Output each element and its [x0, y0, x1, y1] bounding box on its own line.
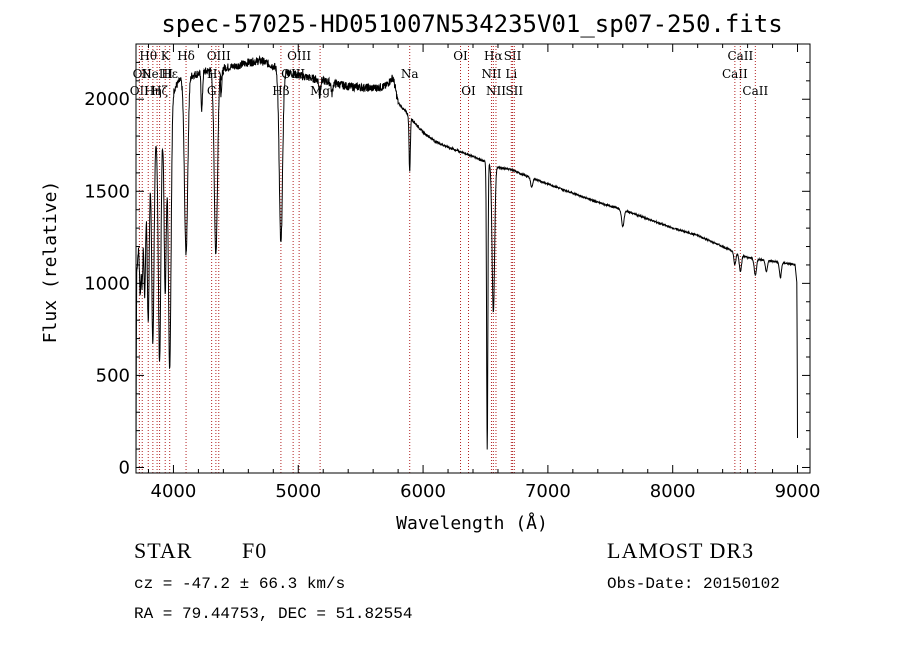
- marker-label: CaII: [727, 49, 753, 63]
- marker-label: G: [207, 84, 217, 98]
- x-tick-label: 9000: [775, 481, 821, 502]
- marker-label: OIII: [287, 49, 311, 63]
- marker-label: Li: [505, 67, 517, 81]
- marker-label: CaII: [722, 67, 748, 81]
- y-tick-label: 1500: [84, 181, 130, 202]
- marker-label: OI: [461, 84, 476, 98]
- marker-label: Hδ: [177, 49, 195, 63]
- plot-frame: [135, 43, 811, 474]
- marker-label: K: [161, 49, 171, 63]
- marker-label: OI: [453, 49, 468, 63]
- marker-label: Hβ: [272, 84, 289, 98]
- chart-title: spec-57025-HD051007N534235V01_sp07-250.f…: [161, 10, 782, 38]
- line-marker-layer: OIIOIIHθHηNeIIIHζKHεHδGHγOIIIHβOIIIOIIIM…: [130, 46, 768, 473]
- marker-label: Hζ: [151, 84, 168, 98]
- x-tick-label: 7000: [525, 481, 571, 502]
- marker-label: SII: [504, 49, 522, 63]
- marker-label: Hε: [161, 67, 178, 81]
- y-tick-label: 1000: [84, 273, 130, 294]
- marker-label: OIII: [207, 49, 231, 63]
- x-axis-label: Wavelength (Å): [396, 512, 548, 534]
- y-tick-label: 2000: [84, 89, 130, 110]
- y-tick-label: 500: [96, 365, 130, 386]
- marker-label: NII: [481, 67, 501, 81]
- y-tick-label: 0: [119, 457, 130, 478]
- marker-label: OII: [130, 84, 150, 98]
- marker-label: OII: [133, 67, 153, 81]
- spectral-subclass: F0: [242, 538, 268, 563]
- marker-label: NII: [486, 84, 506, 98]
- observation-date: Obs-Date: 20150102: [607, 575, 780, 593]
- marker-label: Na: [401, 67, 419, 81]
- x-tick-label: 8000: [650, 481, 696, 502]
- marker-label: Hα: [484, 49, 503, 63]
- radial-velocity: cz = -47.2 ± 66.3 km/s: [134, 575, 346, 593]
- marker-label: Hθ: [139, 49, 157, 63]
- object-class: STAR: [134, 538, 193, 563]
- axes: 4000 5000 6000 7000 8000 9000 0 500 1000 1500 2000: [84, 44, 820, 502]
- marker-label: CaII: [742, 84, 768, 98]
- y-axis-label: Flux (relative): [40, 181, 61, 344]
- x-tick-label: 4000: [151, 481, 197, 502]
- marker-label: SII: [505, 84, 523, 98]
- spectrum-line: [135, 54, 798, 468]
- x-tick-label: 5000: [275, 481, 321, 502]
- survey-name: LAMOST DR3: [607, 538, 755, 563]
- coordinates: RA = 79.44753, DEC = 51.82554: [134, 605, 413, 623]
- x-tick-label: 6000: [400, 481, 446, 502]
